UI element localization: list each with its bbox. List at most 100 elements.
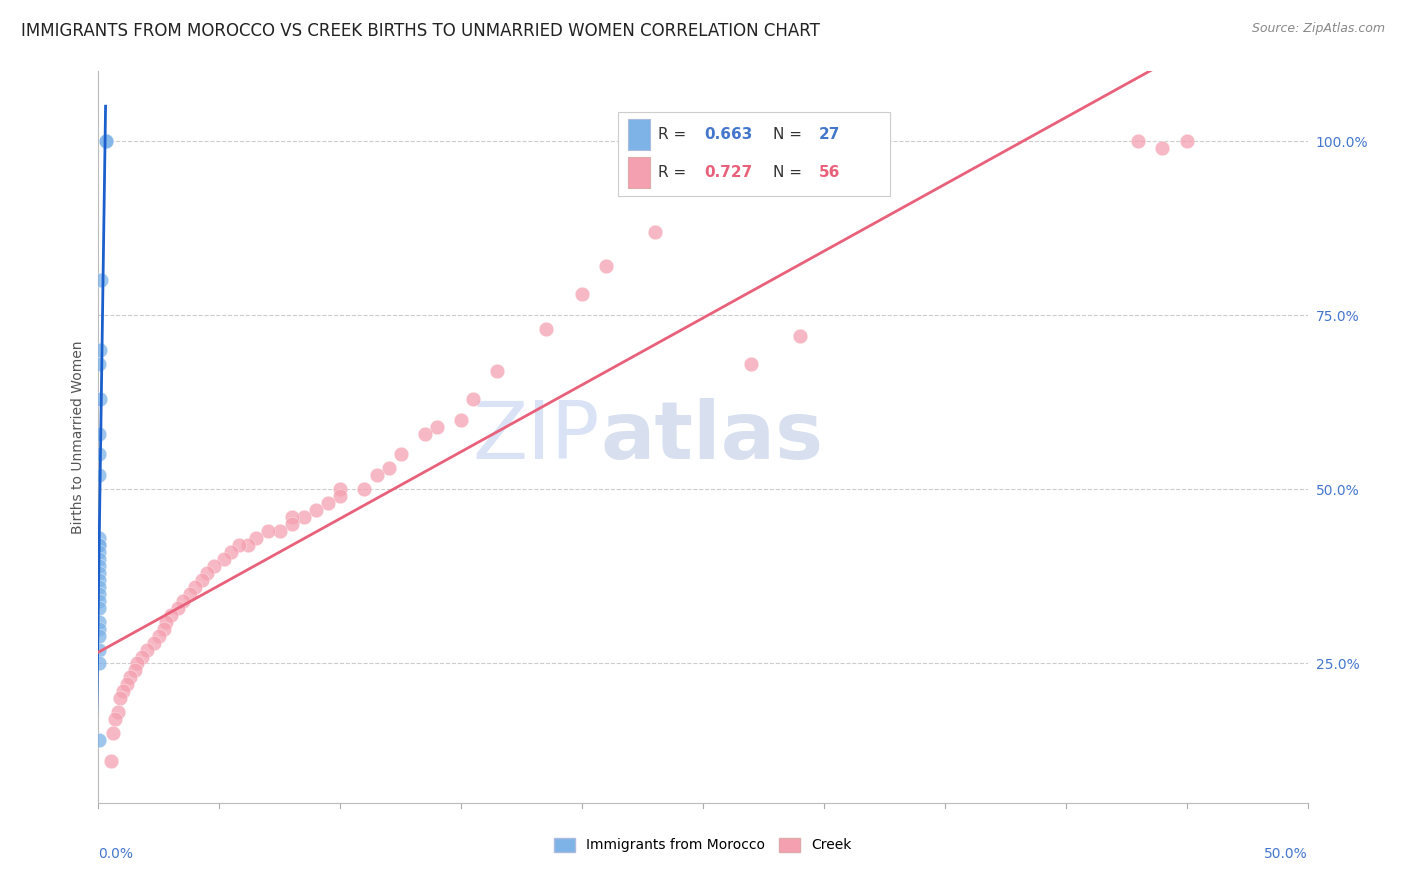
Point (228, 538, 250, 552)
Text: N =: N = (773, 127, 807, 142)
Point (463, 392, 485, 406)
Point (87, 629, 110, 643)
Point (104, 712, 127, 726)
Point (204, 558, 226, 573)
Point (366, 468, 388, 483)
Point (316, 496, 339, 510)
Point (87, 600, 110, 615)
Point (281, 517, 304, 532)
Point (90, 273, 112, 287)
Point (245, 531, 267, 545)
Point (87, 558, 110, 573)
Point (486, 364, 509, 378)
Point (152, 622, 174, 636)
Text: R =: R = (658, 165, 692, 180)
Text: 0.0%: 0.0% (98, 847, 134, 861)
Point (87, 357, 110, 371)
Point (87, 657, 110, 671)
Point (89, 573, 111, 587)
Point (87, 552, 110, 566)
Point (281, 510, 304, 524)
Bar (628, 157, 650, 187)
Point (89, 426, 111, 441)
Point (292, 510, 315, 524)
Point (167, 600, 190, 615)
Point (100, 754, 122, 768)
Point (108, 691, 131, 706)
Point (1128, 134, 1150, 148)
Point (353, 483, 375, 497)
Point (89, 566, 111, 580)
Y-axis label: Births to Unmarried Women: Births to Unmarried Women (70, 341, 84, 533)
Point (87, 587, 110, 601)
Point (87, 594, 110, 608)
Point (127, 657, 149, 671)
Point (1175, 134, 1198, 148)
Point (131, 649, 153, 664)
Point (595, 260, 617, 274)
Point (212, 552, 235, 566)
Point (87, 642, 110, 657)
Point (184, 580, 207, 594)
Point (94, 134, 117, 148)
Point (160, 607, 183, 622)
Point (124, 664, 146, 678)
Point (329, 489, 352, 503)
Legend: Immigrants from Morocco, Creek: Immigrants from Morocco, Creek (548, 832, 858, 858)
Point (644, 225, 666, 239)
Point (87, 733, 110, 747)
Point (256, 524, 278, 538)
Point (117, 677, 139, 691)
Point (89, 392, 111, 406)
Point (87, 545, 110, 559)
Point (377, 461, 399, 475)
Point (305, 503, 328, 517)
Text: IMMIGRANTS FROM MOROCCO VS CREEK BIRTHS TO UNMARRIED WOMEN CORRELATION CHART: IMMIGRANTS FROM MOROCCO VS CREEK BIRTHS … (21, 22, 820, 40)
Point (269, 524, 291, 538)
Text: ZIP: ZIP (472, 398, 600, 476)
Point (789, 329, 811, 343)
Text: N =: N = (773, 165, 807, 180)
Text: Source: ZipAtlas.com: Source: ZipAtlas.com (1251, 22, 1385, 36)
Point (179, 587, 201, 601)
Point (89, 580, 111, 594)
Point (89, 343, 111, 357)
Bar (628, 119, 650, 150)
Point (571, 287, 593, 301)
Point (87, 538, 110, 552)
Point (143, 635, 166, 649)
Point (172, 594, 194, 608)
Point (118, 670, 141, 684)
Point (89, 448, 111, 462)
Point (111, 684, 134, 698)
Text: 0.663: 0.663 (704, 127, 752, 142)
Point (107, 705, 129, 719)
Point (87, 622, 110, 636)
Point (534, 322, 557, 336)
Point (101, 726, 124, 740)
Point (87, 531, 110, 545)
Point (221, 545, 243, 559)
Point (155, 615, 177, 629)
Point (450, 412, 472, 426)
Point (195, 566, 218, 580)
Point (426, 419, 449, 434)
Point (87, 538, 110, 552)
Point (1152, 141, 1174, 155)
Text: 56: 56 (820, 165, 841, 180)
Point (740, 357, 762, 371)
Point (389, 448, 412, 462)
Text: 50.0%: 50.0% (1264, 847, 1308, 861)
Point (89, 468, 111, 483)
Point (238, 538, 260, 552)
Point (135, 642, 157, 657)
Text: atlas: atlas (600, 398, 824, 476)
Point (191, 573, 214, 587)
Text: 27: 27 (820, 127, 841, 142)
Point (413, 426, 436, 441)
FancyBboxPatch shape (619, 112, 890, 195)
Point (148, 629, 170, 643)
Text: R =: R = (658, 127, 692, 142)
Text: 0.727: 0.727 (704, 165, 752, 180)
Point (329, 483, 352, 497)
